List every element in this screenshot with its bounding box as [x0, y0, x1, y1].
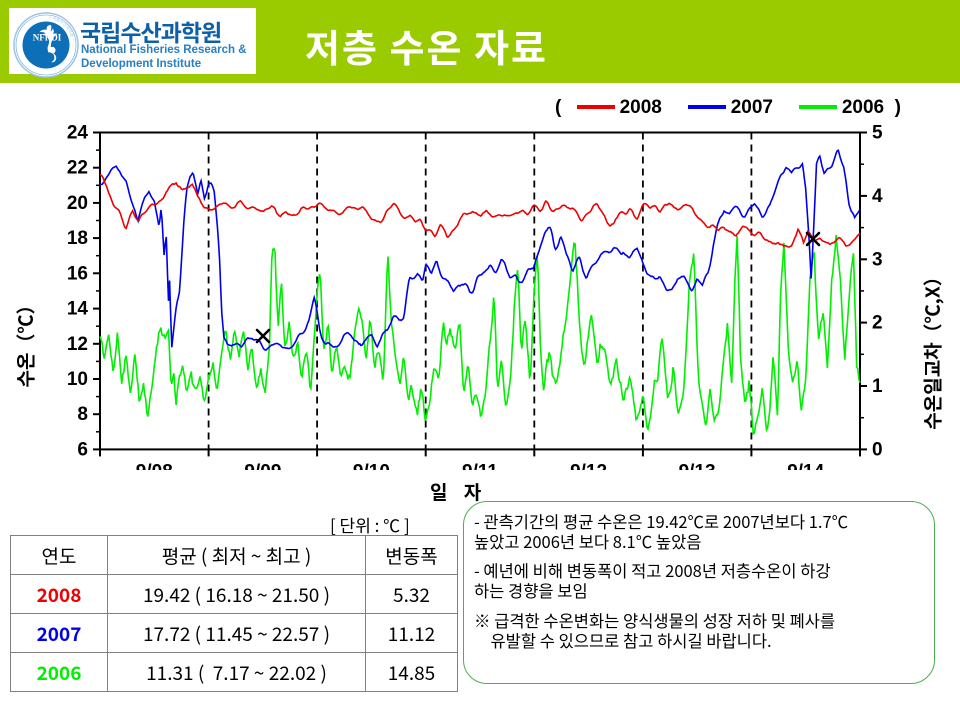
- svg-text:18: 18: [67, 228, 88, 249]
- svg-text:12: 12: [67, 334, 88, 355]
- svg-text:0: 0: [872, 439, 883, 460]
- svg-text:3: 3: [872, 249, 883, 270]
- svg-text:6: 6: [77, 439, 88, 460]
- svg-text:22: 22: [67, 158, 88, 179]
- svg-text:9/10: 9/10: [353, 461, 390, 470]
- svg-text:2: 2: [872, 313, 883, 334]
- svg-text:9/11: 9/11: [462, 461, 498, 470]
- svg-text:10: 10: [67, 369, 88, 390]
- svg-text:9/08: 9/08: [136, 461, 173, 470]
- svg-text:5: 5: [872, 123, 883, 144]
- svg-text:4: 4: [872, 186, 883, 207]
- svg-text:14: 14: [67, 299, 89, 320]
- svg-text:9/09: 9/09: [244, 461, 281, 470]
- svg-text:20: 20: [67, 193, 88, 214]
- svg-text:9/14: 9/14: [787, 461, 824, 470]
- svg-text:8: 8: [77, 404, 88, 425]
- svg-text:24: 24: [67, 123, 89, 144]
- svg-text:9/13: 9/13: [679, 461, 716, 470]
- svg-text:9/12: 9/12: [570, 461, 607, 470]
- svg-text:1: 1: [872, 376, 883, 397]
- svg-text:16: 16: [67, 263, 88, 284]
